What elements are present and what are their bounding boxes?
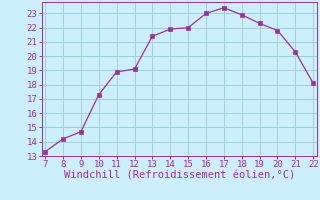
- X-axis label: Windchill (Refroidissement éolien,°C): Windchill (Refroidissement éolien,°C): [64, 171, 295, 181]
